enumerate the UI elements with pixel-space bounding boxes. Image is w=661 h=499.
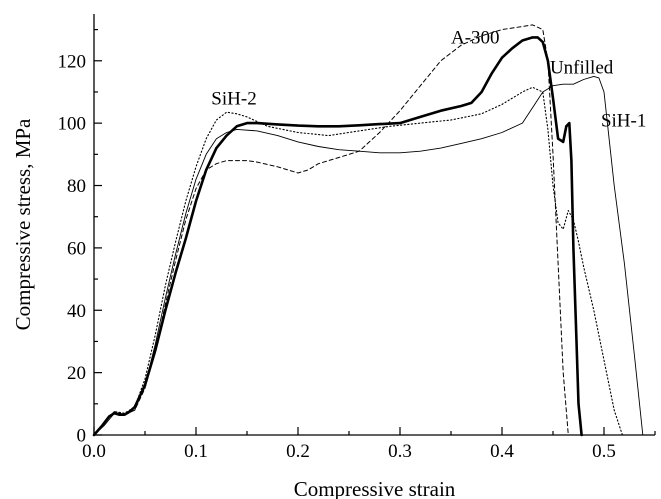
y-tick-label: 20 [67, 363, 86, 384]
series-line-sih-1 [93, 75, 644, 436]
x-tick-label: 0.1 [184, 441, 208, 462]
y-tick-label: 100 [58, 114, 87, 135]
series-label-sih-1: SiH-1 [601, 110, 646, 131]
y-tick-label: 60 [67, 238, 86, 259]
y-tick-label: 80 [67, 176, 86, 197]
x-axis-title: Compressive strain [294, 477, 456, 499]
series-label-sih-2: SiH-2 [211, 88, 256, 109]
ticks: 0.0 0.1 0.2 0.3 0.4 0.5 0 20 40 60 80 100 120 [58, 28, 656, 462]
y-axis-title: Compressive stress, MPa [11, 118, 35, 330]
series-label-unfilled: Unfilled [550, 57, 614, 78]
y-tick-label: 40 [67, 301, 86, 322]
series-labels: A-300 SiH-2 Unfilled SiH-1 [211, 28, 646, 132]
series-label-a-300: A-300 [451, 28, 500, 49]
series-line-unfilled [92, 36, 583, 437]
series-line-sih-2 [93, 86, 623, 436]
x-tick-label: 0.4 [490, 441, 514, 462]
x-tick-label: 0.2 [286, 441, 310, 462]
y-tick-label: 120 [58, 51, 87, 72]
series-line-a-300 [93, 24, 569, 436]
series-layer [92, 24, 644, 437]
x-tick-label: 0.5 [592, 441, 616, 462]
x-tick-label: 0.3 [388, 441, 412, 462]
y-tick-label: 0 [77, 426, 87, 447]
x-tick-label: 0.0 [82, 441, 106, 462]
